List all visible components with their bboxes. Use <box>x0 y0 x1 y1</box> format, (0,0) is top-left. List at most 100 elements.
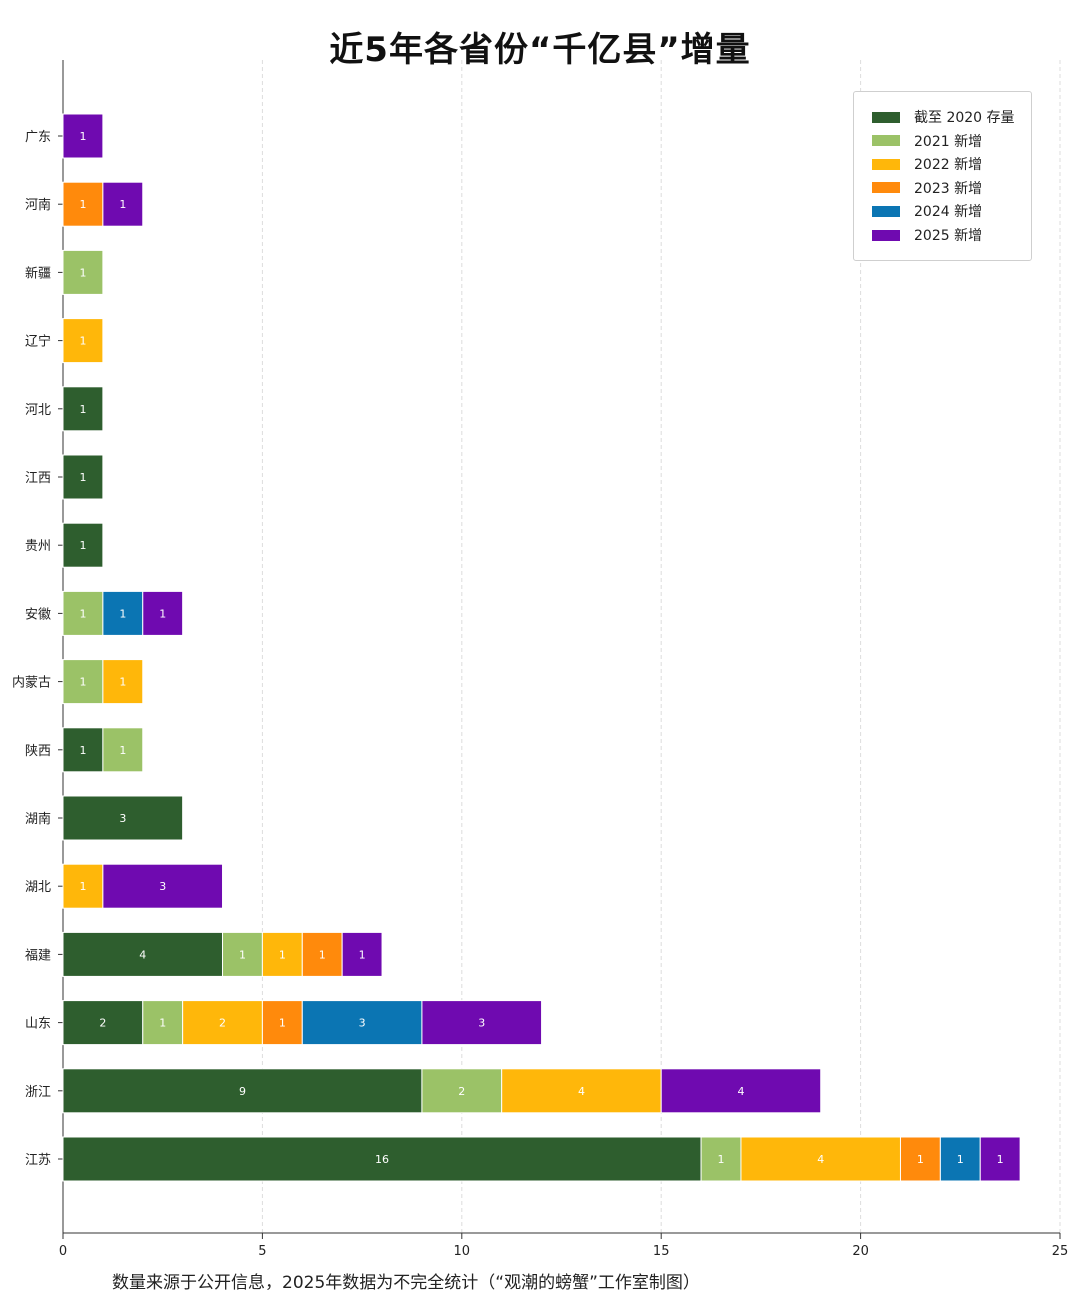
data-label: 1 <box>159 607 166 620</box>
x-tick-label: 0 <box>59 1244 67 1259</box>
chart-title: 近5年各省份“千亿县”增量 <box>329 30 751 70</box>
bar-segment <box>62 1000 144 1046</box>
data-label: 1 <box>718 1153 725 1166</box>
bar-segment <box>261 1000 303 1046</box>
data-label: 1 <box>279 948 286 961</box>
legend-swatch <box>872 182 900 194</box>
data-label: 1 <box>957 1153 964 1166</box>
data-label: 1 <box>79 880 86 893</box>
data-label: 1 <box>79 198 86 211</box>
bar-segment <box>62 931 224 977</box>
bar-segment <box>102 181 144 227</box>
bar-segment <box>62 113 104 159</box>
bar-segment <box>939 1136 981 1182</box>
data-label: 1 <box>119 607 126 620</box>
data-label: 2 <box>458 1085 465 1098</box>
data-label: 2 <box>99 1017 106 1030</box>
x-tick-label: 15 <box>653 1244 670 1259</box>
legend-label: 2023 新增 <box>914 180 983 197</box>
legend-swatch <box>872 229 900 241</box>
bar-segment <box>62 181 104 227</box>
legend-swatch <box>872 135 900 147</box>
legend-item: 2022 新增 <box>872 154 982 174</box>
legend-item: 截至 2020 存量 <box>872 107 1015 127</box>
bar-segment <box>62 727 104 773</box>
y-tick-label: 江苏 <box>25 1152 51 1168</box>
data-label: 3 <box>478 1017 485 1030</box>
x-tick-label: 5 <box>258 1244 266 1259</box>
bar-segment <box>62 795 184 841</box>
y-tick-label: 贵州 <box>25 539 51 554</box>
data-label: 1 <box>79 471 86 484</box>
legend-label: 2021 新增 <box>914 133 983 150</box>
bar-segment <box>341 931 383 977</box>
legend-item: 2024 新增 <box>872 201 982 221</box>
data-label: 1 <box>119 198 126 211</box>
data-label: 4 <box>139 948 146 961</box>
data-label: 4 <box>737 1085 744 1098</box>
data-label: 3 <box>119 812 126 825</box>
data-label: 1 <box>79 607 86 620</box>
data-label: 1 <box>917 1153 924 1166</box>
bar-segment <box>62 659 104 705</box>
legend-label: 2024 新增 <box>914 204 983 221</box>
y-tick-label: 山东 <box>25 1017 51 1032</box>
data-label: 4 <box>817 1153 824 1166</box>
x-tick-label: 10 <box>454 1244 471 1259</box>
legend-label: 2025 新增 <box>914 228 983 244</box>
bar-segment <box>740 1136 901 1182</box>
bar-segment <box>62 318 104 364</box>
data-label: 1 <box>79 676 86 689</box>
bar-segment <box>102 863 224 909</box>
data-label: 1 <box>319 948 326 961</box>
bar-segment <box>421 1000 543 1046</box>
bar-segment <box>142 1000 184 1046</box>
bar-segment <box>660 1068 822 1114</box>
bar-segment <box>62 863 104 909</box>
y-tick-label: 广东 <box>25 130 51 145</box>
bar-segment <box>421 1068 503 1114</box>
bar-segment <box>261 931 303 977</box>
y-tick-label: 安徽 <box>25 607 51 622</box>
y-tick-label: 浙江 <box>25 1085 51 1100</box>
bar-segment <box>62 386 104 432</box>
bar-segment <box>62 1068 423 1114</box>
bar-segment <box>62 454 104 500</box>
y-tick-label: 内蒙古 <box>12 675 51 691</box>
y-tick-label: 新疆 <box>25 265 51 281</box>
data-label: 1 <box>119 676 126 689</box>
bar-segment <box>301 1000 423 1046</box>
legend-swatch <box>872 158 900 170</box>
bar-segment <box>222 931 263 977</box>
bar-segment <box>501 1068 662 1114</box>
x-tick-label: 20 <box>852 1244 869 1259</box>
y-tick-label: 湖北 <box>25 880 51 895</box>
data-label: 1 <box>79 335 86 348</box>
data-label: 1 <box>997 1153 1004 1166</box>
bar-segment <box>62 249 104 295</box>
legend-label: 2022 新增 <box>914 157 983 174</box>
data-label: 1 <box>79 403 86 416</box>
footnote: 数量来源于公开信息，2025年数据为不完全统计（“观潮的螃蟹”工作室制图） <box>112 1273 700 1293</box>
y-tick-label: 辽宁 <box>25 334 51 350</box>
data-label: 1 <box>79 539 86 552</box>
y-tick-label: 陕西 <box>25 744 51 759</box>
data-label: 1 <box>359 948 366 961</box>
bar-segment <box>182 1000 263 1046</box>
data-label: 16 <box>375 1153 389 1166</box>
bar-segment <box>62 1136 702 1182</box>
legend-swatch <box>872 205 900 217</box>
bar-segment <box>62 522 104 568</box>
legend-swatch <box>872 111 900 123</box>
bar-segment <box>102 727 144 773</box>
bar-segment <box>979 1136 1021 1182</box>
data-label: 1 <box>279 1017 286 1030</box>
bar-segment <box>102 659 144 705</box>
data-label: 1 <box>79 266 86 279</box>
y-tick-label: 湖南 <box>25 811 51 827</box>
data-label: 1 <box>159 1017 166 1030</box>
y-tick-label: 河南 <box>25 197 51 213</box>
bar-segment <box>899 1136 941 1182</box>
legend-label: 截至 2020 存量 <box>914 110 1015 126</box>
